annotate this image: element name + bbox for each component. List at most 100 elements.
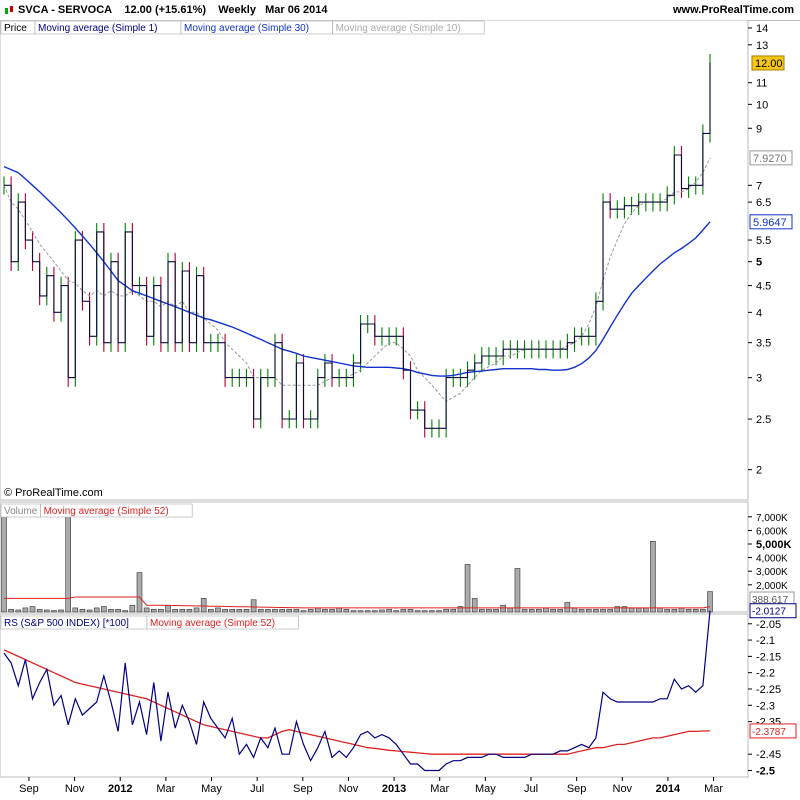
x-axis-tick-label: Mar <box>704 783 723 795</box>
volume-bar <box>272 608 278 613</box>
price-panel <box>0 20 749 501</box>
volume-bar <box>429 610 435 613</box>
volume-bar <box>15 609 22 613</box>
ma10-badge-label: 7.9270 <box>753 153 787 165</box>
volume-bar <box>536 608 542 613</box>
volume-bar <box>478 608 485 613</box>
volume-bar <box>621 606 628 613</box>
volume-bar <box>22 607 29 613</box>
volume-bar <box>172 608 178 613</box>
chart-canvas[interactable]: 2 2.5 3 3.5 4 4.5 5 5.5 6.5 7 9 10 11 13 14 12.00 7.9270… <box>0 20 800 800</box>
rs-panel <box>0 613 749 778</box>
volume-bar <box>322 608 328 613</box>
volume-bar <box>165 604 171 613</box>
site-link[interactable]: www.ProRealTime.com <box>672 4 794 16</box>
volume-bar <box>657 607 663 613</box>
volume-last-badge-label: 388,617 <box>752 595 789 606</box>
x-axis-tick-label: 2012 <box>108 783 132 795</box>
volume-bar <box>286 608 293 613</box>
volume-bar <box>58 609 64 613</box>
volume-bar <box>122 610 129 613</box>
volume-bar <box>115 608 121 613</box>
x-axis-tick-label: May <box>475 783 496 795</box>
price-axis-tick-label: 5.5 <box>756 235 771 247</box>
volume-bar <box>364 610 371 613</box>
price-axis-tick-label: 9 <box>756 123 762 135</box>
volume-bar <box>314 607 321 613</box>
price-legend-label-1: Moving average (Simple 1) <box>38 23 158 34</box>
volume-bar <box>486 608 492 613</box>
rs-axis-tick-label: -2.3 <box>756 700 775 712</box>
volume-bar <box>471 598 478 613</box>
rs-legend-box-1 <box>146 615 299 630</box>
volume-bar <box>143 607 150 613</box>
price-axis-tick-label: 11 <box>756 78 767 90</box>
volume-bar <box>685 608 692 613</box>
volume-bar <box>507 607 514 613</box>
volume-axis-tick-label: 2,000K <box>756 581 788 592</box>
last-price: 12.00 (+15.61%) <box>124 4 207 16</box>
chart-header: SVCA - SERVOCA 12.00 (+15.61%) Weekly Ma… <box>0 0 800 21</box>
x-axis-tick-label: Nov <box>65 783 85 795</box>
volume-bar <box>457 606 464 613</box>
price-legend-label-2: Moving average (Simple 30) <box>184 23 309 34</box>
volume-bar <box>108 608 114 613</box>
price-axis-tick-label: 13 <box>756 40 768 52</box>
price-axis-tick-label: 6.5 <box>756 197 771 209</box>
price-axis-tick-label: 7 <box>756 180 762 192</box>
volume-bar <box>700 608 706 613</box>
price-axis-tick-label: 2.5 <box>756 414 771 426</box>
price-legend-label-3: Moving average (Simple 10) <box>336 23 461 34</box>
rs-axis-tick-label: -2.2 <box>756 668 775 680</box>
ma10-badge <box>749 150 793 166</box>
volume-bar <box>179 608 186 613</box>
close-line <box>4 63 711 429</box>
volume-bar <box>136 572 143 613</box>
volume-bar <box>79 608 86 613</box>
price-axis-tick-label: 4 <box>756 307 762 319</box>
volume-bar <box>51 610 57 613</box>
volume-bar <box>229 608 236 613</box>
volume-bar <box>600 608 606 613</box>
copyright-label: © ProRealTime.com <box>4 487 103 499</box>
volume-bar <box>443 608 449 613</box>
volume-bar <box>200 598 207 613</box>
volume-bar <box>528 608 535 613</box>
x-axis-tick-label: Mar <box>156 783 175 795</box>
volume-bar <box>236 608 243 613</box>
rs-axis-tick-label: -2.5 <box>756 765 775 777</box>
volume-bar <box>400 608 407 613</box>
volume-bar <box>671 608 678 613</box>
volume-bar <box>393 610 400 613</box>
last-price-badge-label: 12.00 <box>755 58 783 70</box>
volume-axis-tick-label: 3,000K <box>756 567 788 578</box>
volume-bar <box>222 608 228 613</box>
volume-bar <box>336 607 342 613</box>
price-legend-label-0: Price <box>4 23 27 34</box>
volume-panel <box>0 501 749 613</box>
volume-bar <box>350 610 357 613</box>
volume-bar <box>72 607 79 613</box>
price-axis-tick-label: 5 <box>756 257 762 269</box>
volume-bar <box>36 608 43 613</box>
volume-bar <box>543 607 549 613</box>
volume-bar <box>514 568 521 613</box>
volume-bar <box>593 608 599 613</box>
volume-bar <box>250 599 257 613</box>
rs-last-badge <box>749 603 797 619</box>
volume-bar <box>664 608 671 613</box>
volume-bar <box>450 608 457 613</box>
volume-bar <box>379 609 385 613</box>
volume-bar <box>86 609 93 613</box>
volume-bar <box>372 610 378 613</box>
volume-bar <box>186 608 193 613</box>
volume-axis-tick-label: 5,000K <box>756 539 792 551</box>
volume-bar <box>265 608 271 613</box>
volume-axis-tick-label: 6,000K <box>756 526 788 537</box>
volume-bar <box>307 608 314 613</box>
ma10-line <box>3 157 711 403</box>
rs-last-badge-label: -2.0127 <box>752 607 786 618</box>
timeframe: Weekly <box>218 4 256 16</box>
volume-bar <box>614 606 621 613</box>
ma30-badge <box>749 214 793 230</box>
